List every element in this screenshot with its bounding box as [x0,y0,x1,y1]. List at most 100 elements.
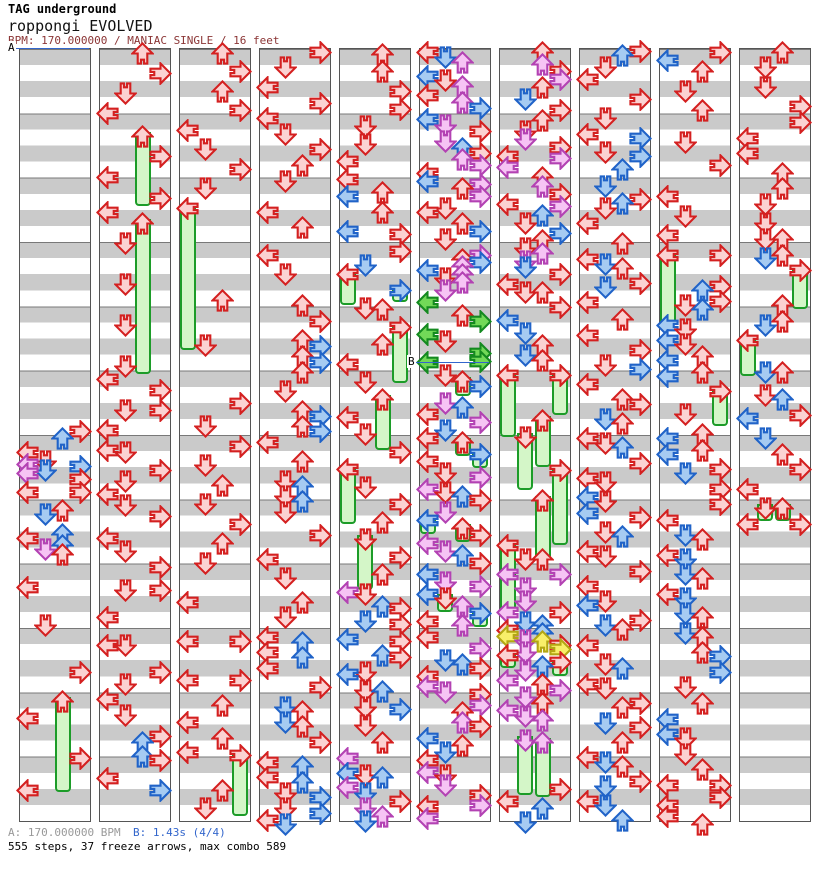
down-note-arrow-icon [193,551,217,575]
down-note-arrow-icon [433,227,457,251]
left-note-arrow-icon [256,430,279,454]
down-note-arrow-icon [673,726,697,750]
up-note-arrow-icon [451,50,475,74]
left-note-arrow-icon [496,789,519,813]
left-note-arrow-icon [256,75,279,99]
right-note-arrow-icon [789,258,812,282]
right-note-arrow-icon [789,457,812,481]
up-note-arrow-icon [451,270,475,294]
right-note-arrow-icon [149,660,172,684]
right-note-arrow-icon [69,660,92,684]
up-note-arrow-icon [291,590,315,614]
left-note-arrow-icon [416,531,439,555]
up-note-arrow-icon [611,617,635,641]
up-note-arrow-icon [771,360,795,384]
right-note-arrow-icon [389,97,412,121]
down-note-arrow-icon [353,609,377,633]
down-note-arrow-icon [593,711,617,735]
right-note-arrow-icon [309,40,332,64]
up-note-arrow-icon [611,656,635,680]
up-note-arrow-icon [531,52,555,76]
right-note-arrow-icon [629,39,652,63]
left-note-arrow-icon [336,775,359,799]
down-note-arrow-icon [193,414,217,438]
down-note-arrow-icon [273,484,297,508]
left-note-arrow-icon [416,169,439,193]
up-note-arrow-icon [131,211,155,235]
left-note-arrow-icon [176,668,199,692]
freeze-arrow-body [134,219,151,374]
right-note-arrow-icon [229,512,252,536]
left-note-arrow-icon [96,101,119,125]
down-note-arrow-icon [593,174,617,198]
left-note-arrow-icon [176,118,199,142]
left-note-arrow-icon [416,107,439,131]
up-note-arrow-icon [291,449,315,473]
left-note-arrow-icon [576,633,599,657]
up-note-arrow-icon [771,40,795,64]
freeze-arrow-body [179,204,196,350]
down-note-arrow-icon [513,321,537,345]
up-note-arrow-icon [771,496,795,520]
down-note-arrow-icon [433,45,457,69]
up-note-arrow-icon [451,613,475,637]
right-note-arrow-icon [789,512,812,536]
up-note-arrow-icon [531,280,555,304]
left-note-arrow-icon [496,624,519,648]
left-note-arrow-icon [416,674,439,698]
left-note-arrow-icon [416,625,439,649]
right-note-arrow-icon [469,488,492,512]
down-note-arrow-icon [513,640,537,664]
down-note-arrow-icon [513,255,537,279]
up-note-arrow-icon [531,348,555,372]
right-note-arrow-icon [469,523,492,547]
down-note-arrow-icon [33,613,57,637]
marker-b-line [412,362,489,363]
right-note-arrow-icon [309,91,332,115]
right-note-arrow-icon [469,119,492,143]
up-note-arrow-icon [291,414,315,438]
right-note-arrow-icon [309,350,332,374]
up-note-arrow-icon [131,124,155,148]
up-note-arrow-icon [691,757,715,781]
up-note-arrow-icon [451,516,475,540]
right-note-arrow-icon [549,295,572,319]
left-note-arrow-icon [176,590,199,614]
up-note-arrow-icon [371,679,395,703]
left-note-arrow-icon [336,262,359,286]
up-note-arrow-icon [291,645,315,669]
down-note-arrow-icon [113,354,137,378]
down-note-arrow-icon [513,728,537,752]
down-note-arrow-icon [273,169,297,193]
down-note-arrow-icon [273,55,297,79]
left-note-arrow-icon [176,740,199,764]
left-note-arrow-icon [176,629,199,653]
left-note-arrow-icon [96,766,119,790]
left-note-arrow-icon [656,48,679,72]
left-note-arrow-icon [576,211,599,235]
left-note-arrow-icon [416,806,439,830]
down-note-arrow-icon [673,130,697,154]
down-note-arrow-icon [673,742,697,766]
right-note-arrow-icon [469,153,492,177]
left-note-arrow-icon [656,773,679,797]
down-note-arrow-icon [273,796,297,820]
up-note-arrow-icon [611,256,635,280]
up-note-arrow-icon [611,157,635,181]
right-note-arrow-icon [549,562,572,586]
up-note-arrow-icon [691,98,715,122]
chart-column [739,48,811,822]
left-note-arrow-icon [656,364,679,388]
left-note-arrow-icon [416,508,439,532]
left-note-arrow-icon [576,67,599,91]
down-note-arrow-icon [593,470,617,494]
left-note-arrow-icon [736,512,759,536]
down-note-arrow-icon [113,272,137,296]
up-note-arrow-icon [291,770,315,794]
marker-b-legend: B: 1.43s (4/4) [133,826,226,839]
right-note-arrow-icon [389,612,412,636]
right-note-arrow-icon [69,419,92,443]
right-note-arrow-icon [709,785,732,809]
right-note-arrow-icon [389,222,412,246]
down-note-arrow-icon [193,796,217,820]
